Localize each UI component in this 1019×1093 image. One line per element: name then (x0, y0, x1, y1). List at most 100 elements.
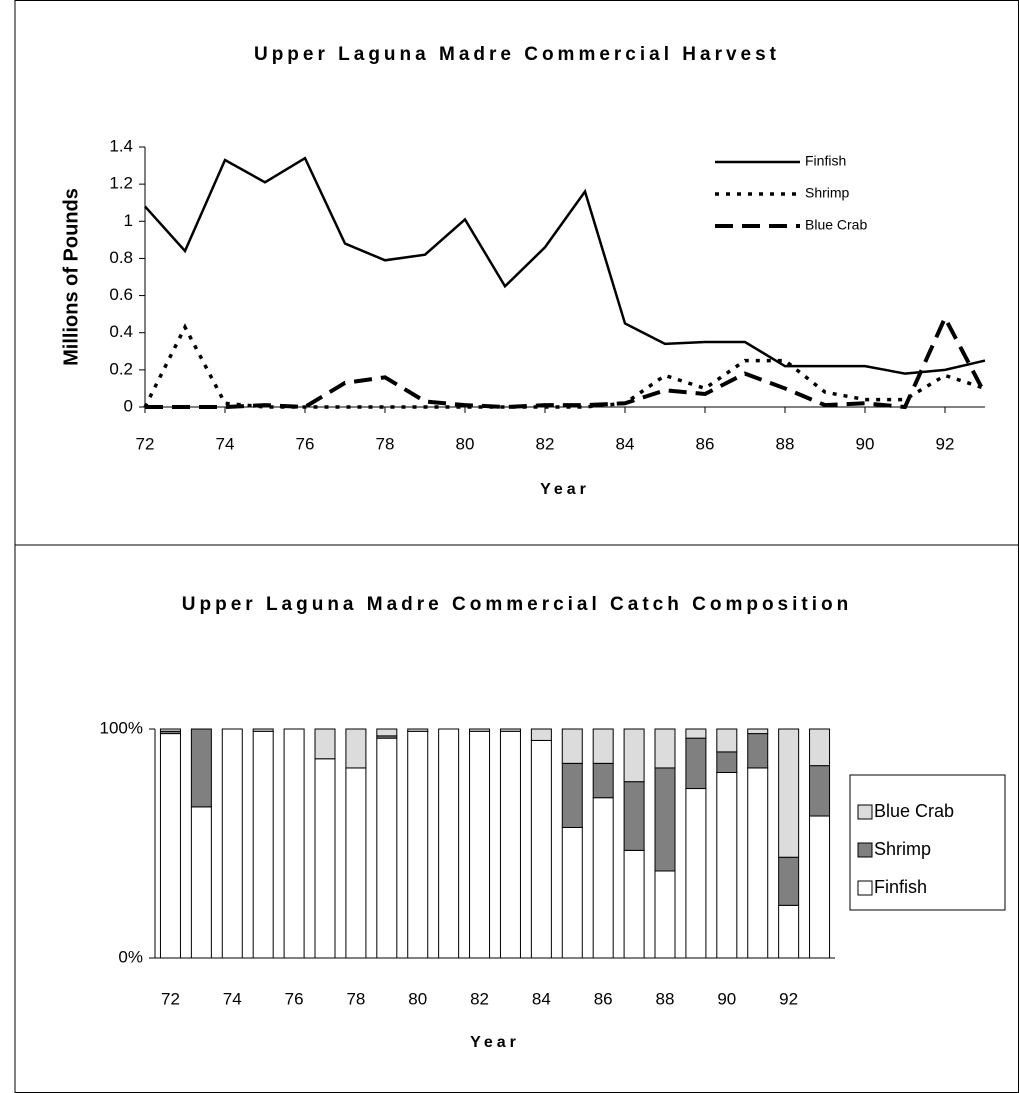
bar-segment (809, 765, 831, 817)
bar-segment (592, 728, 614, 764)
y-tick-label: 1.2 (109, 174, 133, 193)
bar-segment (685, 788, 707, 959)
bar-segment (159, 728, 181, 732)
legend-label: Blue Crab (805, 217, 867, 233)
y-tick-label: 0.6 (109, 285, 133, 304)
x-tick-label: 74 (216, 434, 235, 453)
bar-segment (252, 730, 274, 959)
bar-segment (747, 728, 769, 735)
legend-swatch (857, 880, 873, 896)
bar-segment (499, 730, 521, 959)
bar-segment (623, 728, 645, 783)
bar-segment (190, 728, 212, 808)
bar-segment (469, 730, 491, 959)
x-tick-label: 82 (470, 989, 489, 1008)
x-tick-label: 86 (594, 989, 613, 1008)
bar-segment (190, 806, 212, 959)
x-tick-label: 88 (656, 989, 675, 1008)
x-axis-title: Year (540, 481, 590, 498)
x-tick-label: 90 (856, 434, 875, 453)
x-tick-label: 78 (376, 434, 395, 453)
x-tick-label: 92 (779, 989, 798, 1008)
bar-segment (376, 728, 398, 737)
bar-segment (809, 815, 831, 959)
x-tick-label: 76 (285, 989, 304, 1008)
y-tick-label: 0% (118, 947, 143, 966)
bar-segment (252, 728, 274, 732)
x-tick-label: 88 (776, 434, 795, 453)
legend-label: Shrimp (874, 839, 931, 859)
bar-segment (159, 733, 181, 959)
x-tick-label: 76 (296, 434, 315, 453)
bar-segment (283, 728, 305, 959)
bar-segment (530, 739, 552, 959)
bar-segment (778, 856, 800, 906)
bar-segment (747, 767, 769, 959)
bar-segment (778, 904, 800, 959)
bar-segment (561, 762, 583, 828)
bar-segment (809, 728, 831, 767)
bar-segment (469, 728, 491, 732)
x-tick-label: 80 (408, 989, 427, 1008)
y-tick-label: 1 (124, 211, 133, 230)
bar-segment (407, 730, 429, 959)
legend-swatch (857, 842, 873, 858)
bar-segment (654, 767, 676, 872)
x-tick-label: 90 (717, 989, 736, 1008)
bar-segment (654, 728, 676, 769)
y-tick-label: 0 (124, 396, 133, 415)
bar-segment (561, 826, 583, 959)
y-tick-label: 0.4 (109, 322, 133, 341)
legend-label: Shrimp (805, 185, 850, 201)
x-tick-label: 86 (696, 434, 715, 453)
bar-segment (314, 728, 336, 760)
legend-label: Blue Crab (874, 801, 954, 821)
bar-segment (530, 728, 552, 741)
legend-label: Finfish (805, 153, 846, 169)
x-axis-title: Year (470, 1034, 520, 1051)
bar-segment (685, 728, 707, 739)
y-axis-title: Millions of Pounds (60, 188, 82, 366)
bar-segment (592, 762, 614, 799)
bar-segment (716, 772, 738, 959)
bar-segment (592, 797, 614, 959)
y-tick-label: 0.8 (109, 248, 133, 267)
bar-segment (561, 728, 583, 764)
series-line (145, 313, 987, 410)
bar-segment (747, 733, 769, 769)
x-tick-label: 84 (616, 434, 635, 453)
y-tick-label: 1.4 (109, 136, 133, 155)
x-tick-label: 72 (136, 434, 155, 453)
bar-segment (623, 849, 645, 959)
bar-segment (716, 751, 738, 774)
bar-segment (623, 781, 645, 851)
bar-segment (716, 728, 738, 753)
legend-box (849, 774, 1006, 911)
x-tick-label: 74 (223, 989, 242, 1008)
x-tick-label: 78 (346, 989, 365, 1008)
chart-title: Upper Laguna Madre Commercial Catch Comp… (182, 594, 852, 615)
bar-segment (376, 737, 398, 959)
x-tick-label: 72 (161, 989, 180, 1008)
x-tick-label: 82 (536, 434, 555, 453)
legend-swatch (857, 804, 873, 820)
bar-segment (499, 728, 521, 732)
legend-label: Finfish (874, 877, 927, 897)
bar-segment (407, 728, 429, 732)
chart-title: Upper Laguna Madre Commercial Harvest (254, 44, 780, 65)
bar-segment (221, 728, 243, 959)
bar-segment (345, 767, 367, 959)
bar-segment (314, 758, 336, 959)
x-tick-label: 80 (456, 434, 475, 453)
bar-segment (654, 870, 676, 959)
y-tick-label: 100% (100, 718, 143, 737)
x-tick-label: 92 (936, 434, 955, 453)
bar-segment (778, 728, 800, 858)
bar-segment (685, 737, 707, 790)
series-line (143, 323, 986, 409)
y-tick-label: 0.2 (109, 359, 133, 378)
series-line (144, 156, 986, 375)
bar-segment (345, 728, 367, 769)
bar-segment (438, 728, 460, 959)
